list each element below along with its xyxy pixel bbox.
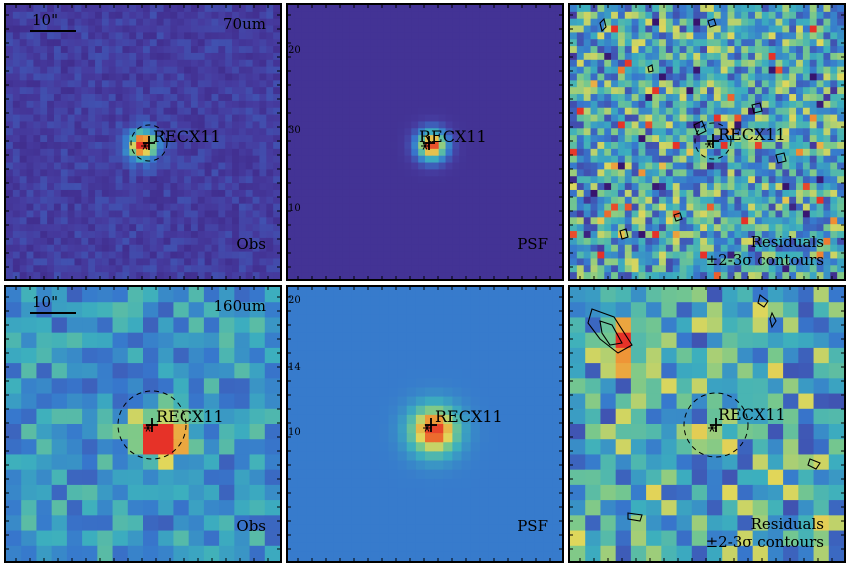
aperture-circle <box>694 122 732 160</box>
source-asterisk <box>424 424 430 432</box>
contour <box>707 18 717 28</box>
aperture-circle <box>117 390 187 460</box>
contour <box>775 152 787 164</box>
aperture-circle <box>130 124 168 162</box>
tick-label: 20 <box>288 45 301 56</box>
panel-70um-psf: 20 30 10 RECX11 PSF <box>286 3 564 281</box>
source-asterisk <box>709 424 715 432</box>
contour-note: ±2-3σ contours <box>705 533 824 552</box>
panel-160um-psf: 20 14 10 RECX11 PSF <box>286 285 564 563</box>
source-label: RECX11 <box>718 125 786 144</box>
frame-ticks <box>570 287 844 561</box>
scale-bar-label: 10" <box>32 11 58 29</box>
panel-70um-residuals: RECX11 Residuals ±2-3σ contours <box>568 3 846 281</box>
contour <box>807 458 821 470</box>
band-label: 70um <box>223 15 266 33</box>
frame-ticks <box>6 5 280 279</box>
source-asterisk <box>706 140 712 148</box>
contour-note: ±2-3σ contours <box>705 251 824 270</box>
contour <box>627 512 643 522</box>
pixel-grid <box>6 287 280 561</box>
tick-label: 10 <box>288 427 301 438</box>
panel-label: Obs <box>236 517 266 536</box>
contour <box>599 320 623 346</box>
image-160um-obs <box>6 287 280 561</box>
panel-label: Residuals <box>750 233 824 252</box>
pixel-grid <box>570 287 844 561</box>
panel-70um-obs: 10" 70um RECX11 Obs <box>4 3 282 281</box>
image-160um-psf <box>288 287 562 561</box>
source-label: RECX11 <box>718 405 786 424</box>
source-label: RECX11 <box>156 407 224 426</box>
panel-label: Obs <box>236 235 266 254</box>
source-label: RECX11 <box>435 407 503 426</box>
source-label: RECX11 <box>419 127 487 146</box>
scale-bar-label: 10" <box>32 293 58 311</box>
contour <box>769 311 777 329</box>
frame-ticks <box>570 5 844 279</box>
frame-ticks <box>6 287 280 561</box>
contour <box>647 64 654 73</box>
pixel-grid <box>6 5 280 279</box>
panel-label: PSF <box>517 235 548 254</box>
image-70um-residuals <box>570 5 844 279</box>
tick-label: 20 <box>288 295 301 306</box>
source-asterisk <box>422 142 428 150</box>
contour <box>599 17 607 33</box>
source-asterisk <box>142 142 148 150</box>
panel-label: PSF <box>517 517 548 536</box>
panel-160um-obs: 10" 160um RECX11 Obs <box>4 285 282 563</box>
pixel-grid <box>288 5 562 279</box>
image-70um-psf <box>288 5 562 279</box>
panel-160um-residuals: RECX11 Residuals ±2-3σ contours <box>568 285 846 563</box>
contour <box>751 102 763 114</box>
source-asterisk <box>145 424 151 432</box>
frame-ticks <box>288 287 562 561</box>
panel-label: Residuals <box>750 515 824 534</box>
contour <box>587 308 633 354</box>
contour <box>757 294 769 308</box>
aperture-circle <box>683 392 749 458</box>
tick-label: 10 <box>288 203 301 214</box>
tick-label: 14 <box>288 362 301 373</box>
image-70um-obs <box>6 5 280 279</box>
contour <box>619 228 629 240</box>
tick-label: 30 <box>288 125 301 136</box>
frame-ticks <box>288 5 562 279</box>
contour <box>693 120 707 136</box>
source-label: RECX11 <box>153 127 221 146</box>
contour <box>673 212 683 222</box>
image-160um-residuals <box>570 287 844 561</box>
pixel-grid <box>288 287 562 561</box>
band-label: 160um <box>213 297 266 315</box>
